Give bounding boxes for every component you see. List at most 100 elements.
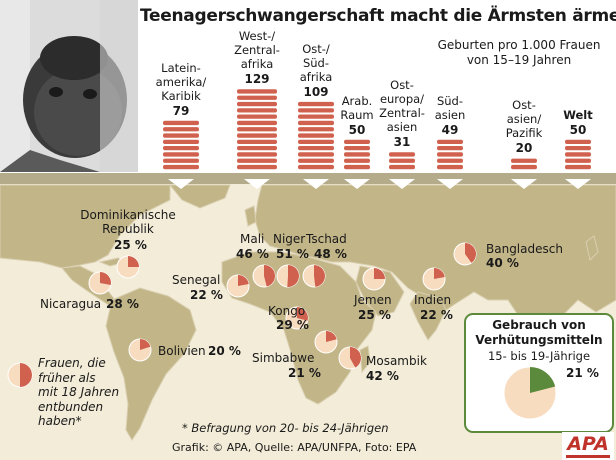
uk (244, 205, 257, 227)
bar-label-7: Welt (563, 107, 593, 122)
bar-5-segment (437, 146, 463, 151)
bar-4 (389, 152, 415, 170)
country-name-1: Nicaragua (40, 297, 102, 311)
bar-3 (344, 139, 370, 170)
bar-1-segment (237, 95, 277, 100)
footnote: * Befragung von 20- bis 24-Jährigen (182, 421, 389, 435)
pie-group (88, 242, 477, 370)
bar-label-1: West-/ Zentral- afrika (234, 29, 280, 72)
bar-2-segment (298, 133, 334, 138)
country-name-2: Senegal (172, 273, 221, 287)
bar-7-segment (565, 164, 591, 170)
legend-pie (7, 362, 33, 388)
bar-value-0: 79 (172, 103, 190, 118)
pie-2-slice (238, 275, 249, 286)
pie-0-slice (128, 256, 139, 267)
country-name-12: Bangladesch (486, 242, 563, 256)
bar-6 (511, 158, 537, 170)
country-value-0: 25 % (114, 238, 147, 252)
chevron-1 (244, 179, 270, 189)
pie-9-slice (350, 347, 361, 368)
bar-3-segment (344, 158, 370, 163)
country-name-9: Mosambik (366, 354, 427, 368)
greenland (168, 184, 231, 209)
bar-label-6: Ost- asien/ Pazifik (505, 98, 543, 141)
child-photo (0, 0, 138, 172)
country-value-10: 25 % (358, 308, 391, 322)
country-value-11: 22 % (420, 308, 453, 322)
country-name-6: Kongo (268, 304, 306, 318)
bar-6-segment (511, 164, 537, 170)
bar-1 (237, 89, 277, 170)
bar-2-segment (298, 114, 334, 119)
chevron-4 (389, 179, 415, 189)
pie-9 (338, 346, 362, 370)
contraception-pie (503, 366, 557, 420)
bar-1-segment (237, 164, 277, 170)
contraception-value: 21 % (566, 366, 599, 380)
bar-0-segment (163, 127, 199, 132)
pie-4-slice (287, 265, 299, 287)
bar-value-1: 129 (244, 72, 270, 87)
bar-1-segment (237, 139, 277, 144)
bar-0-segment (163, 133, 199, 138)
bar-1-segment (237, 114, 277, 119)
page-title: Teenagerschwangerschaft macht die Ärmste… (140, 6, 616, 26)
bar-0-segment (163, 152, 199, 157)
chevron-3 (344, 179, 370, 189)
bar-0 (163, 120, 199, 170)
bar-3-segment (344, 139, 370, 144)
bar-0-segment (163, 164, 199, 170)
bar-2 (298, 101, 334, 170)
country-value-5: 48 % (314, 247, 347, 261)
bar-2-segment (298, 146, 334, 151)
country-value-9: 42 % (366, 369, 399, 383)
bar-2-segment (298, 152, 334, 157)
bar-2-segment (298, 139, 334, 144)
bar-5-segment (437, 164, 463, 170)
pie-2 (226, 274, 250, 298)
country-value-2: 22 % (190, 288, 223, 302)
pie-10-slice (374, 268, 385, 279)
contra-pie (503, 366, 557, 420)
contra-pie-slice (530, 367, 556, 393)
country-name-7: Bolivien (158, 344, 206, 358)
country-value-1: 28 % (106, 297, 139, 311)
bar-4-segment (389, 158, 415, 163)
chevron-6 (511, 179, 537, 189)
contraception-title: Gebrauch von Verhütungsmitteln (475, 318, 603, 347)
pie-4 (276, 264, 300, 288)
country-value-4: 51 % (276, 247, 309, 261)
pie-5 (302, 264, 326, 288)
bar-1-segment (237, 101, 277, 107)
country-name-11: Indien (414, 293, 452, 307)
bar-0-segment (163, 139, 199, 144)
chevron-7 (565, 179, 591, 189)
bar-3-segment (344, 164, 370, 170)
country-name-0: Dominikanische Republik (80, 208, 176, 236)
bar-4-segment (389, 152, 415, 157)
country-name-4: Niger (273, 232, 306, 246)
bar-group (163, 89, 591, 170)
pie-12 (453, 242, 477, 266)
bar-7-segment (565, 146, 591, 151)
bar-baseline-band (0, 173, 616, 184)
bar-value-2: 109 (303, 84, 329, 99)
bar-3-segment (344, 146, 370, 151)
country-value-7: 20 % (208, 344, 241, 358)
bar-label-0: Latein- amerika/ Karibik (155, 60, 207, 103)
bar-1-segment (237, 158, 277, 163)
pie-11 (422, 267, 446, 291)
south-america (105, 287, 197, 441)
pie-8 (314, 330, 338, 354)
madagascar (359, 345, 371, 374)
country-value-3: 46 % (236, 247, 269, 261)
legend-pie-icon (7, 362, 33, 388)
bar-value-4: 31 (393, 135, 411, 150)
bar-4-segment (389, 164, 415, 170)
bar-2-segment (298, 101, 334, 107)
bar-value-6: 20 (515, 141, 533, 156)
bar-label-5: Süd- asien (434, 93, 466, 122)
chevron-row (168, 179, 591, 189)
